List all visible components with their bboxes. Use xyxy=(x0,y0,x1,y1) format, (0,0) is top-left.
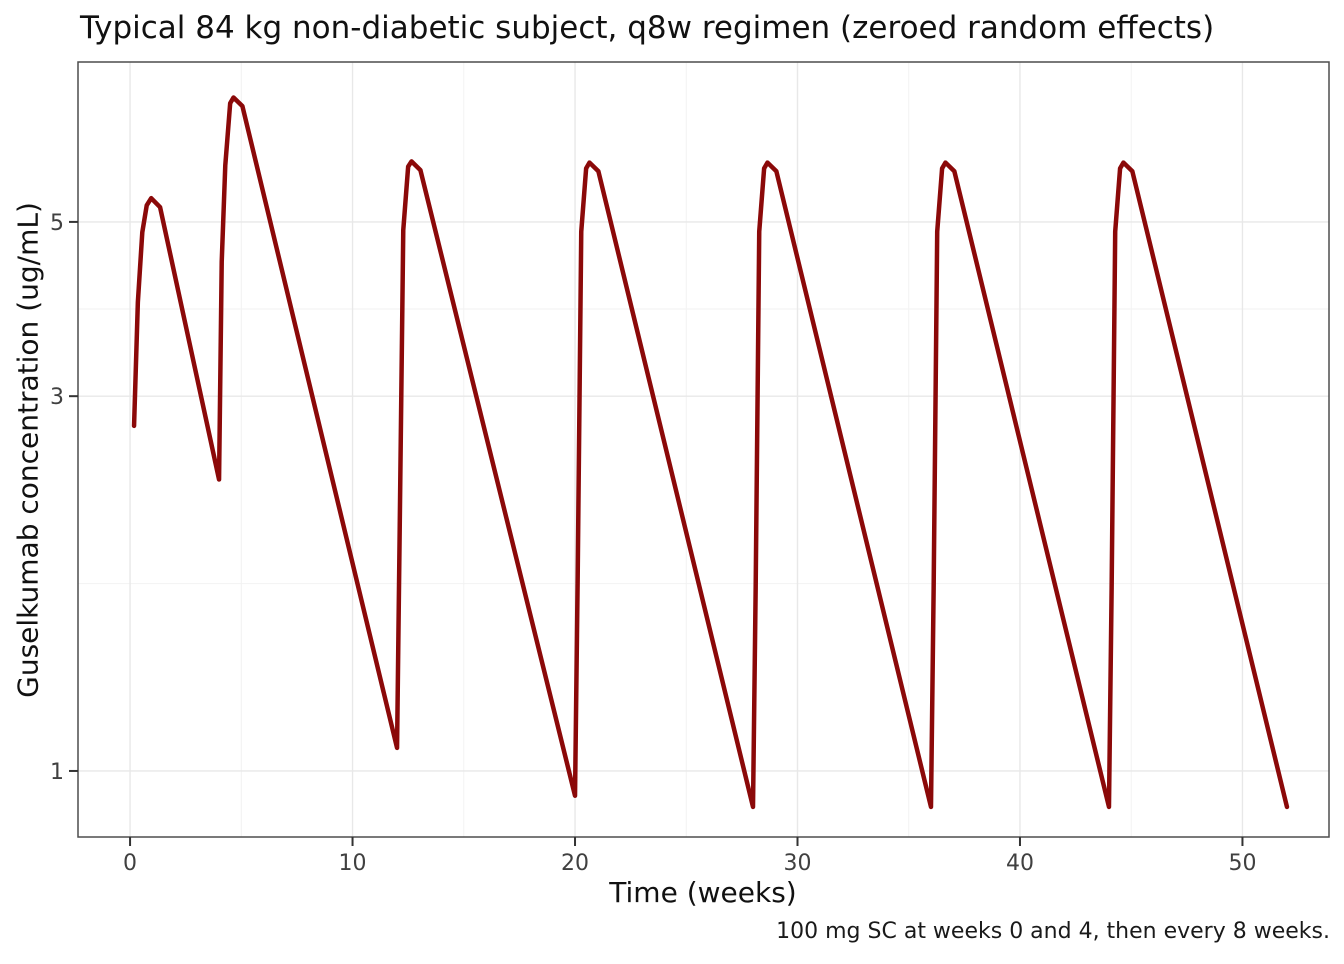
x-tick-label: 40 xyxy=(1006,851,1034,876)
axis-tick-marks xyxy=(69,220,1244,846)
y-axis-tick-labels: 1 3 5 xyxy=(50,211,64,785)
y-tick-label: 1 xyxy=(50,760,64,785)
major-gridlines xyxy=(78,62,1329,837)
chart-title: Typical 84 kg non-diabetic subject, q8w … xyxy=(80,10,1215,46)
pk-curve-line xyxy=(131,95,1290,810)
y-tick-label: 5 xyxy=(50,211,64,236)
x-tick-label: 20 xyxy=(561,851,589,876)
x-tick-label: 30 xyxy=(783,851,811,876)
x-tick-label: 10 xyxy=(339,851,367,876)
x-tick-label: 50 xyxy=(1228,851,1256,876)
chart-caption: 100 mg SC at weeks 0 and 4, then every 8… xyxy=(776,919,1330,944)
x-tick-label: 0 xyxy=(123,851,137,876)
y-tick-label: 3 xyxy=(50,385,64,410)
panel-border xyxy=(77,61,1330,838)
x-axis-tick-labels: 0 10 20 30 40 50 xyxy=(123,851,1256,876)
x-axis-title: Time (weeks) xyxy=(609,876,797,909)
minor-gridlines xyxy=(78,62,1329,837)
y-axis-title: Guselkumab concentration (ug/mL) xyxy=(11,202,45,698)
concentration-curve xyxy=(131,95,1290,810)
